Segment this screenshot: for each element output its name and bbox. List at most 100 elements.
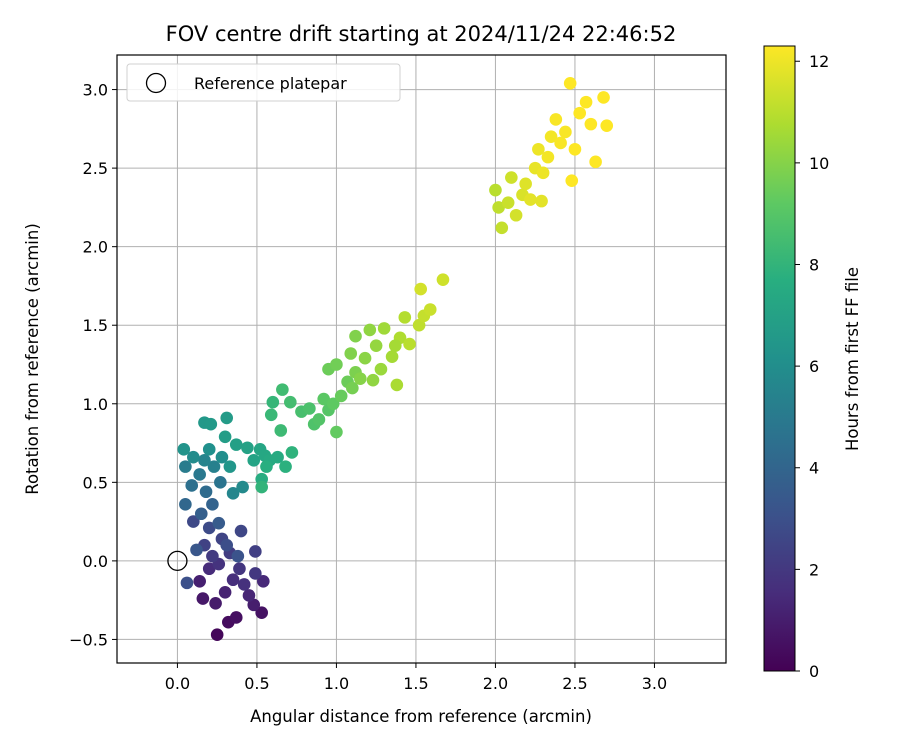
colorbar-tick-label: 12 [809, 52, 829, 71]
data-point [509, 208, 523, 222]
data-point [190, 543, 203, 557]
data-point [565, 174, 579, 187]
data-point [535, 194, 548, 208]
data-point [185, 479, 199, 492]
data-point [229, 611, 243, 624]
data-point [568, 142, 582, 156]
data-point [223, 460, 237, 473]
data-point [492, 201, 505, 214]
data-point [536, 166, 550, 180]
data-point [187, 515, 200, 528]
data-point [212, 516, 226, 530]
data-point [349, 329, 362, 343]
data-point [202, 443, 216, 456]
data-point [206, 549, 219, 563]
data-point [179, 498, 192, 511]
colorbar-tick-label: 6 [809, 357, 819, 376]
data-point [194, 507, 208, 521]
data-point [519, 177, 532, 191]
data-point [266, 395, 280, 409]
data-point [390, 378, 404, 392]
y-axis-label: Rotation from reference (arcmin) [23, 223, 42, 495]
colorbar-ticks: 0 2 4 6 8 10 12 [795, 52, 829, 681]
data-point [179, 460, 192, 473]
data-point [207, 460, 221, 473]
colorbar-label: Hours from first FF file [843, 267, 862, 451]
data-point [236, 480, 249, 494]
data-point [344, 347, 358, 360]
data-point [214, 476, 227, 489]
data-point [220, 538, 234, 552]
data-point [366, 373, 380, 387]
data-point [495, 221, 509, 235]
x-tick-label: 3.0 [642, 674, 667, 693]
data-point [274, 424, 288, 437]
data-point [330, 425, 343, 439]
data-point [330, 358, 343, 371]
data-point [260, 460, 273, 473]
data-point [388, 339, 402, 352]
data-point [584, 117, 598, 131]
colorbar-gradient [763, 45, 796, 672]
y-axis-ticks: −0.5 0.0 0.5 1.0 1.5 2.0 2.5 3.0 [69, 81, 117, 649]
data-point [312, 413, 326, 426]
data-point [249, 545, 262, 558]
reference-platepar-marker [167, 550, 188, 572]
colorbar-tick-label: 10 [809, 154, 829, 173]
data-point [237, 578, 251, 591]
data-point [353, 372, 367, 385]
data-point [276, 383, 289, 396]
data-point [231, 549, 245, 563]
data-point [369, 339, 383, 352]
data-point [210, 628, 224, 642]
data-point [579, 95, 593, 109]
data-point [202, 521, 216, 535]
data-point [489, 183, 502, 197]
data-point [193, 468, 206, 481]
y-tick-label: 1.5 [83, 316, 108, 335]
data-point [326, 397, 340, 411]
data-point [242, 589, 256, 602]
data-points [167, 76, 614, 642]
data-point [196, 592, 210, 605]
data-point [559, 125, 572, 139]
data-point [271, 450, 284, 464]
data-point [233, 562, 246, 576]
data-point [412, 318, 426, 332]
data-point [374, 362, 388, 376]
data-point [279, 460, 292, 473]
data-point [249, 567, 262, 580]
data-point [563, 76, 577, 90]
data-point [544, 130, 558, 143]
data-point [256, 575, 270, 588]
data-point [600, 119, 614, 132]
data-point [206, 498, 219, 511]
y-tick-label: 3.0 [83, 81, 108, 100]
data-point [501, 196, 515, 209]
y-tick-label: −0.5 [69, 630, 108, 649]
data-point [317, 392, 331, 406]
y-tick-label: 2.5 [83, 159, 108, 178]
data-point [541, 150, 555, 164]
data-point [209, 596, 222, 610]
data-point [199, 485, 213, 499]
grid-lines [117, 55, 726, 663]
legend-box [126, 63, 401, 102]
data-point [226, 573, 240, 587]
data-point [202, 562, 216, 576]
data-point [377, 322, 391, 335]
y-tick-label: 0.5 [83, 473, 108, 492]
colorbar-tick-label: 4 [809, 459, 819, 478]
legend-entry-reference: Reference platepar [194, 74, 347, 93]
data-point [218, 430, 232, 444]
data-point [505, 171, 518, 184]
data-point [385, 350, 399, 363]
chart-title: FOV centre drift starting at 2024/11/24 … [166, 22, 677, 46]
data-point [187, 450, 200, 464]
colorbar: 0 2 4 6 8 10 12 Hours from first FF file [763, 45, 862, 681]
data-point [198, 454, 211, 467]
y-tick-label: 2.0 [83, 238, 108, 257]
data-point [177, 443, 191, 456]
x-axis-label: Angular distance from reference (arcmin) [250, 707, 592, 726]
colorbar-tick-label: 0 [809, 662, 819, 681]
